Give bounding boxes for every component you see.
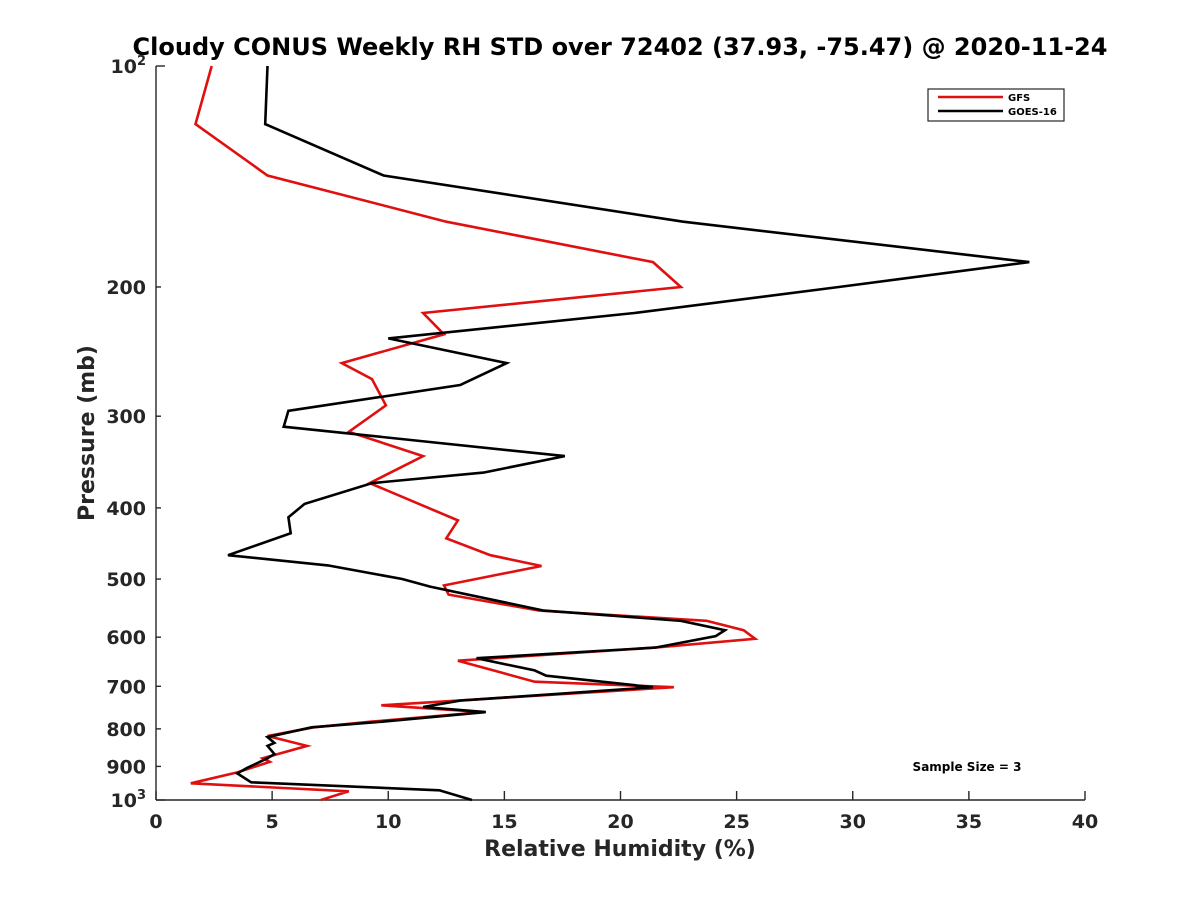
- y-tick-label: 200: [106, 277, 146, 299]
- x-tick-label: 30: [840, 811, 866, 833]
- x-tick-label: 35: [956, 811, 982, 833]
- x-tick-label: 25: [723, 811, 749, 833]
- legend: GFS GOES-16: [927, 88, 1065, 122]
- x-tick-label: 40: [1072, 811, 1098, 833]
- y-tick-label: 800: [106, 719, 146, 741]
- y-tick-label: 700: [106, 676, 146, 698]
- y-axis-label: Pressure (mb): [75, 345, 100, 521]
- x-tick-label: 15: [491, 811, 517, 833]
- y-tick-label: 600: [106, 627, 146, 649]
- y-tick-label: 900: [106, 756, 146, 778]
- x-tick-label: 10: [375, 811, 401, 833]
- x-tick-label: 20: [607, 811, 633, 833]
- chart-title: Cloudy CONUS Weekly RH STD over 72402 (3…: [133, 33, 1108, 61]
- legend-label-gfs: GFS: [1008, 93, 1030, 104]
- x-axis-label: Relative Humidity (%): [484, 837, 756, 862]
- legend-label-goes16: GOES-16: [1008, 107, 1057, 118]
- y-tick-label: 500: [106, 569, 146, 591]
- y-axis-ticks: 102 200 300 400 500 600 700 800 900 103: [106, 54, 165, 812]
- x-tick-label: 5: [266, 811, 279, 833]
- y-tick-label: 400: [106, 498, 146, 520]
- y-tick-label: 300: [106, 406, 146, 428]
- legend-box: [927, 88, 1065, 122]
- y-tick-label: 102: [111, 54, 147, 78]
- series-group: [190, 65, 1030, 802]
- plot-area: 0 5 10 15 20 25 30 35 40 102 200 300 400 500 600 700 80…: [106, 54, 1098, 833]
- x-axis-ticks: 0 5 10 15 20 25 30 35 40: [149, 791, 1098, 833]
- x-tick-label: 0: [149, 811, 162, 833]
- series-line-gfs: [190, 65, 759, 802]
- y-tick-label: 103: [111, 788, 147, 812]
- series-line-goes16: [227, 65, 1030, 802]
- sample-size-annotation: Sample Size = 3: [913, 760, 1022, 774]
